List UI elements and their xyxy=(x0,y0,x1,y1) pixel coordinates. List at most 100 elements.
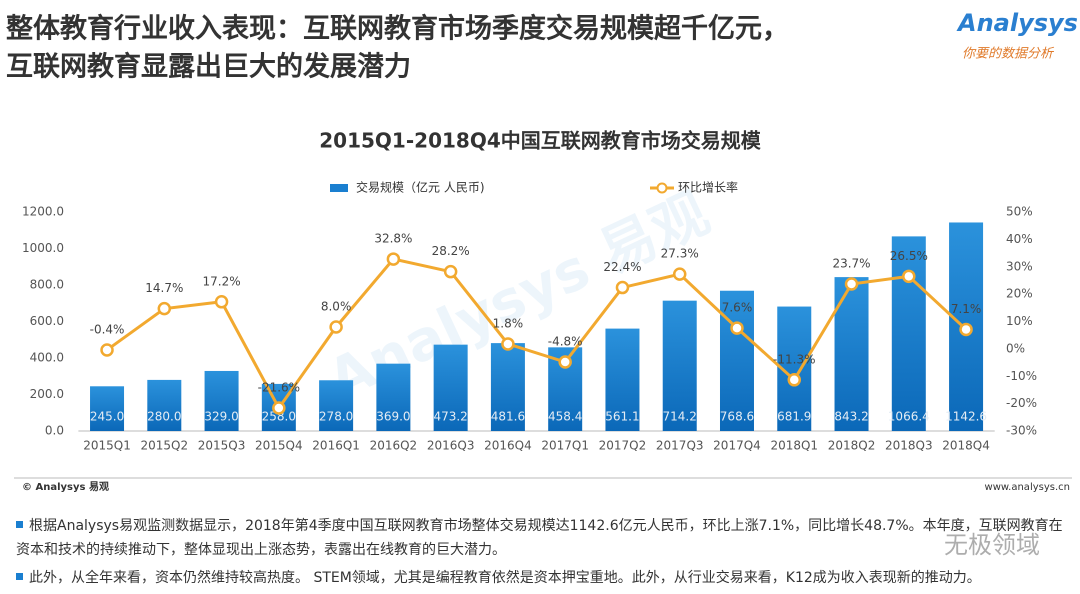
line-value-label: 7.6% xyxy=(722,301,753,315)
x-tick-label: 2017Q3 xyxy=(656,439,704,453)
line-value-label: 1.8% xyxy=(493,316,524,330)
line-marker xyxy=(214,295,229,309)
bullet: 根据Analysys易观监测数据显示，2018年第4季度中国互联网教育市场整体交… xyxy=(16,514,1066,562)
x-tick-label: 2018Q3 xyxy=(885,439,933,453)
bar xyxy=(490,343,525,431)
bar-value-label: 1142.6 xyxy=(945,410,987,424)
line xyxy=(106,257,968,411)
line-value-label: 14.7% xyxy=(145,281,183,295)
line-marker xyxy=(902,269,916,284)
line-marker xyxy=(615,280,630,295)
y-tick-label: 1200.0 xyxy=(22,205,64,219)
x-tick-label: 2018Q2 xyxy=(828,439,876,453)
y-tick-label: 0.0 xyxy=(45,424,64,438)
slide-title: 互联网教育显露出巨大的发展潜力 xyxy=(6,51,411,83)
logo-tagline: 你要的数据分析 xyxy=(962,47,1055,62)
x-tick-label: 2015Q2 xyxy=(140,439,188,453)
line-marker xyxy=(672,267,687,281)
line-marker xyxy=(100,343,114,357)
line-value-label: 26.5% xyxy=(890,249,928,263)
line-marker xyxy=(959,322,973,337)
legend-swatch xyxy=(656,182,668,194)
line-marker xyxy=(443,264,458,279)
bar-value-label: 329.0 xyxy=(204,410,238,424)
slide-title: 整体教育行业收入表现：互联网教育市场季度交易规模超千亿元， xyxy=(6,13,789,45)
x-tick-label: 2018Q1 xyxy=(770,439,818,453)
legend-label: 环比增长率 xyxy=(678,180,738,195)
y2-tick-label: 50% xyxy=(1006,205,1033,219)
y2-tick-label: -30% xyxy=(1006,424,1037,438)
y2-tick-label: 40% xyxy=(1006,232,1033,246)
bar-value-label: 245.0 xyxy=(90,410,124,424)
line-marker xyxy=(730,321,744,335)
y2-tick-label: 30% xyxy=(1006,259,1033,273)
bar-value-label: 280.0 xyxy=(147,410,181,424)
website: www.analysys.cn xyxy=(985,482,1070,493)
chart-title: 2015Q1-2018Q4中国互联网教育市场交易规模 xyxy=(319,129,761,153)
y-tick-label: 1000.0 xyxy=(22,241,64,255)
line-value-label: -4.8% xyxy=(548,335,583,349)
x-tick-label: 2016Q1 xyxy=(312,439,360,453)
bar xyxy=(891,236,926,431)
bar-value-label: 458.4 xyxy=(548,410,582,424)
bar-value-label: 473.2 xyxy=(433,410,467,424)
logo: Analysys 易观 xyxy=(956,9,1080,37)
bar xyxy=(90,386,125,431)
line-marker xyxy=(844,277,859,291)
bar-value-label: 481.6 xyxy=(491,410,525,424)
bar xyxy=(834,277,869,431)
line-value-label: -21.6% xyxy=(258,381,300,395)
line-value-label: 28.2% xyxy=(432,244,470,258)
bullet: 此外，从全年来看，资本仍然维持较高热度。 STEM领域，尤其是编程教育依然是资本… xyxy=(16,566,1066,590)
line-value-label: 8.0% xyxy=(321,299,352,313)
line-value-label: 23.7% xyxy=(832,256,870,270)
bar-value-label: 714.2 xyxy=(663,410,697,424)
bar-value-label: 258.0 xyxy=(262,410,296,424)
bar xyxy=(319,380,354,431)
source: © Analysys 易观 xyxy=(22,481,109,493)
bar xyxy=(433,344,468,431)
bar xyxy=(719,290,754,431)
bar-value-label: 843.2 xyxy=(834,410,868,424)
bar xyxy=(147,379,182,431)
wechat-watermark: 无极领域 xyxy=(944,531,1040,559)
y-tick-label: 200.0 xyxy=(30,387,64,401)
line-value-label: 22.4% xyxy=(603,260,641,274)
line-value-label: -11.3% xyxy=(773,352,815,366)
bar xyxy=(376,363,411,431)
line-marker xyxy=(272,401,286,415)
y-tick-label: 400.0 xyxy=(30,351,64,365)
line-value-label: 32.8% xyxy=(374,232,412,246)
bar xyxy=(605,328,640,431)
x-tick-label: 2016Q2 xyxy=(370,439,418,453)
legend-swatch xyxy=(330,184,348,192)
line-marker xyxy=(157,301,172,316)
y2-tick-label: 0% xyxy=(1006,341,1025,355)
x-tick-label: 2015Q3 xyxy=(198,439,246,453)
bar xyxy=(662,300,697,431)
line-value-label: 7.1% xyxy=(951,302,982,316)
bar-value-label: 369.0 xyxy=(376,410,410,424)
y2-tick-label: -10% xyxy=(1006,369,1037,383)
x-tick-label: 2017Q4 xyxy=(713,439,761,453)
y-tick-label: 600.0 xyxy=(30,314,64,328)
bar-value-label: 681.9 xyxy=(777,410,811,424)
bar-value-label: 1066.4 xyxy=(888,410,930,424)
bar-value-label: 278.0 xyxy=(319,410,353,424)
x-tick-label: 2015Q1 xyxy=(83,439,131,453)
x-tick-label: 2016Q4 xyxy=(484,439,532,453)
bullet-text: 根据Analysys易观监测数据显示，2018年第4季度中国互联网教育市场整体交… xyxy=(16,518,1063,558)
x-tick-label: 2018Q4 xyxy=(942,439,990,453)
x-tick-label: 2017Q1 xyxy=(541,439,589,453)
x-tick-label: 2015Q4 xyxy=(255,439,303,453)
y-tick-label: 800.0 xyxy=(30,278,64,292)
line-marker xyxy=(558,355,572,369)
line-marker xyxy=(329,320,343,334)
line-marker xyxy=(386,252,401,266)
x-tick-label: 2017Q2 xyxy=(599,439,647,453)
y2-tick-label: 20% xyxy=(1006,287,1033,301)
bar-value-label: 768.6 xyxy=(720,410,754,424)
x-tick-label: 2016Q3 xyxy=(427,439,475,453)
